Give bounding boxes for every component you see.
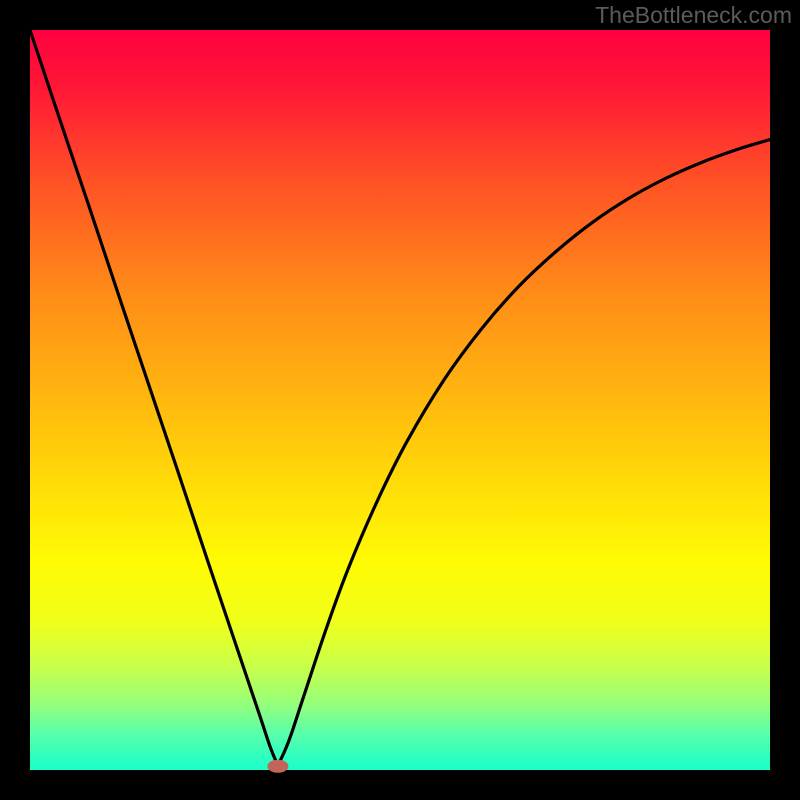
plot-background — [30, 30, 770, 770]
dip-marker — [268, 760, 288, 772]
watermark-text: TheBottleneck.com — [595, 2, 792, 29]
border-left — [0, 0, 30, 800]
chart-container: { "watermark": { "text": "TheBottleneck.… — [0, 0, 800, 800]
border-bottom — [0, 770, 800, 800]
border-right — [770, 0, 800, 800]
bottleneck-chart — [0, 0, 800, 800]
